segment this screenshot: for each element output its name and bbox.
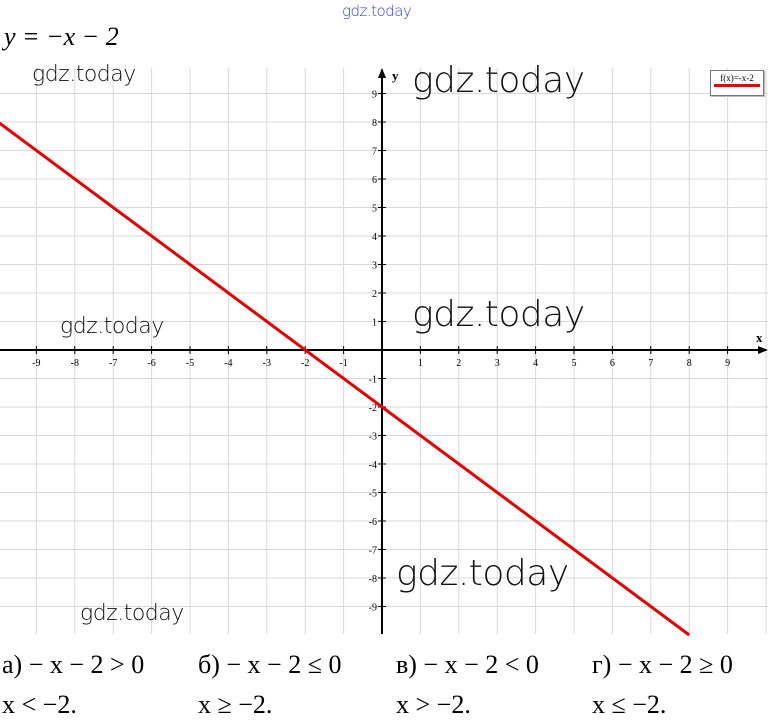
inequality-b: б) − x − 2 ≤ 0 bbox=[198, 650, 342, 679]
y-axis-arrow bbox=[378, 68, 386, 78]
solution-b: x ≥ −2. bbox=[198, 690, 273, 719]
chart-legend: f(x)=-x-2 bbox=[710, 70, 764, 96]
y-tick-label: -6 bbox=[369, 517, 377, 528]
inequality-g: г) − x − 2 ≥ 0 bbox=[592, 650, 733, 679]
x-tick-label: -7 bbox=[109, 358, 117, 369]
x-tick-label: -9 bbox=[32, 358, 40, 369]
x-tick-label: 8 bbox=[687, 358, 692, 369]
x-tick-label: 9 bbox=[725, 358, 730, 369]
solution-g: x ≤ −2. bbox=[592, 690, 667, 719]
y-tick-label: 9 bbox=[372, 90, 377, 101]
x-axis-arrow bbox=[758, 346, 768, 354]
legend-label: f(x)=-x-2 bbox=[720, 73, 754, 83]
x-tick-label: -3 bbox=[263, 358, 271, 369]
equation-title: y = −x − 2 bbox=[4, 22, 119, 51]
x-tick-label: 7 bbox=[648, 358, 653, 369]
y-tick-label: 5 bbox=[372, 204, 377, 215]
watermark: gdz.today bbox=[32, 62, 136, 87]
x-tick-label: -8 bbox=[71, 358, 79, 369]
y-tick-label: -8 bbox=[369, 574, 377, 585]
x-axis-label: x bbox=[756, 330, 763, 345]
x-tick-label: 2 bbox=[456, 358, 461, 369]
y-tick-label: -9 bbox=[369, 603, 377, 614]
watermark: gdz.today bbox=[396, 553, 569, 594]
legend-swatch bbox=[714, 84, 760, 87]
y-tick-label: 4 bbox=[372, 232, 377, 243]
y-tick-label: -4 bbox=[369, 460, 377, 471]
watermark: gdz.today bbox=[80, 601, 184, 626]
x-tick-label: 1 bbox=[418, 358, 423, 369]
x-tick-label: 5 bbox=[572, 358, 577, 369]
y-tick-label: -7 bbox=[369, 546, 377, 557]
y-tick-label: 7 bbox=[372, 147, 377, 158]
y-tick-label: 8 bbox=[372, 118, 377, 129]
x-tick-label: 6 bbox=[610, 358, 615, 369]
x-tick-label: 4 bbox=[533, 358, 538, 369]
series-line bbox=[0, 121, 691, 637]
watermark: gdz.today bbox=[412, 294, 585, 335]
x-tick-label: -4 bbox=[224, 358, 232, 369]
y-axis-label: y bbox=[392, 68, 399, 83]
y-tick-label: -2 bbox=[369, 403, 377, 414]
x-tick-label: 3 bbox=[495, 358, 500, 369]
y-tick-label: 1 bbox=[372, 318, 377, 329]
y-tick-label: -3 bbox=[369, 432, 377, 443]
inequality-v: в) − x − 2 < 0 bbox=[396, 650, 539, 679]
solution-v: x > −2. bbox=[396, 690, 471, 719]
watermark: gdz.today bbox=[412, 60, 585, 101]
y-tick-label: -5 bbox=[369, 489, 377, 500]
y-tick-label: -1 bbox=[369, 375, 377, 386]
inequality-a: а) − x − 2 > 0 bbox=[2, 650, 145, 679]
x-tick-label: -1 bbox=[339, 358, 347, 369]
x-tick-label: -5 bbox=[186, 358, 194, 369]
watermark: gdz.today bbox=[342, 2, 412, 20]
y-tick-label: 3 bbox=[372, 261, 377, 272]
y-tick-label: 6 bbox=[372, 175, 377, 186]
y-tick-label: 2 bbox=[372, 289, 377, 300]
x-tick-label: -6 bbox=[147, 358, 155, 369]
solution-a: x < −2. bbox=[2, 690, 77, 719]
x-tick-label: -2 bbox=[301, 358, 309, 369]
watermark: gdz.today bbox=[60, 314, 164, 339]
